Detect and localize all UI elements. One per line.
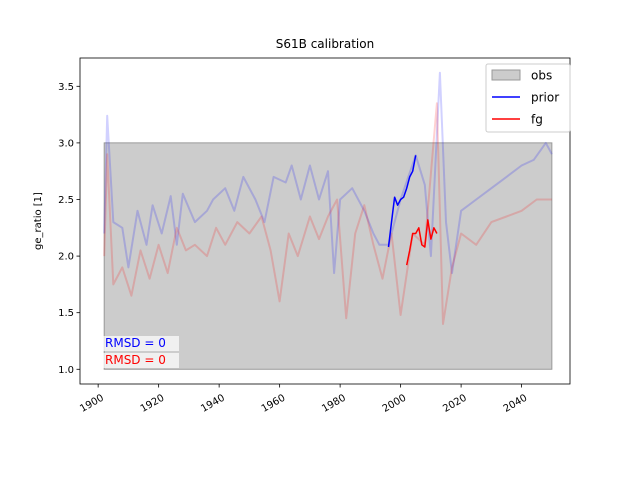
legend-box [485, 63, 571, 133]
x-tick-label: 1940 [199, 393, 227, 415]
legend-label: obs [531, 69, 552, 83]
line [405, 219, 438, 266]
line [103, 71, 553, 275]
line [103, 102, 552, 325]
y-tick-label: 1.5 [58, 308, 74, 319]
annotation-box [101, 353, 179, 368]
x-tick-label: 2000 [381, 393, 409, 415]
obs-band [103, 142, 553, 370]
line [387, 155, 417, 248]
annotation: RMSD = 0 [105, 336, 166, 350]
x-tick-label: 1920 [139, 393, 167, 415]
y-axis-label: ge_ratio [1] [33, 192, 44, 250]
plot-frame [79, 57, 571, 385]
y-tick-label: 2.0 [58, 252, 74, 263]
y-tick-label: 1.0 [58, 365, 74, 376]
legend-patch [491, 69, 521, 81]
x-tick-label: 2040 [502, 393, 530, 415]
x-tick-label: 1900 [78, 393, 106, 415]
legend-label: fg [531, 113, 543, 127]
x-tick-label: 1960 [260, 393, 288, 415]
annotation: RMSD = 0 [105, 353, 166, 367]
x-tick-label: 2020 [441, 393, 469, 415]
legend-label: prior [531, 91, 559, 105]
x-tick-label: 1980 [320, 393, 348, 415]
y-tick-label: 3.0 [58, 138, 74, 149]
y-tick-label: 2.5 [58, 195, 74, 206]
annotation-box [101, 336, 179, 351]
chart-title: S61B calibration [276, 37, 374, 51]
y-tick-label: 3.5 [58, 82, 74, 93]
